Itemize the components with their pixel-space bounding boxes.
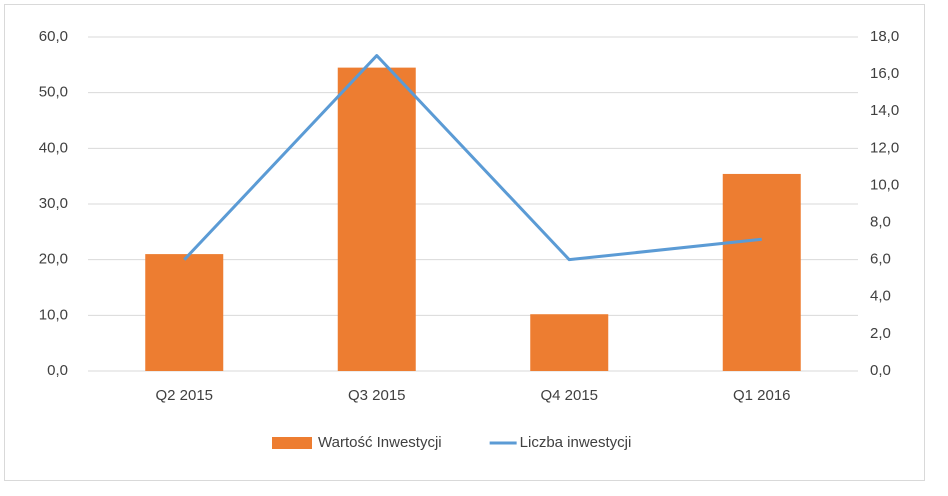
bar xyxy=(530,314,609,371)
y-tick-label: 60,0 xyxy=(39,28,68,45)
y2-tick-label: 8,0 xyxy=(870,214,891,231)
bar xyxy=(722,173,801,371)
x-tick-label: Q1 2016 xyxy=(733,387,791,404)
y-tick-label: 10,0 xyxy=(39,306,68,323)
y2-tick-label: 2,0 xyxy=(870,325,891,342)
y2-tick-label: 0,0 xyxy=(870,362,891,379)
y2-tick-label: 4,0 xyxy=(870,288,891,305)
y2-tick-label: 10,0 xyxy=(870,176,899,193)
x-tick-label: Q4 2015 xyxy=(540,387,598,404)
y-tick-label: 50,0 xyxy=(39,84,68,101)
x-tick-label: Q3 2015 xyxy=(348,387,406,404)
line xyxy=(183,54,762,262)
y2-tick-label: 18,0 xyxy=(870,28,899,45)
bar xyxy=(145,254,224,371)
y-tick-label: 40,0 xyxy=(39,139,68,156)
legend-label: Wartość Inwestycji xyxy=(318,434,442,451)
legend-label: Liczba inwestycji xyxy=(520,434,632,451)
bar xyxy=(337,67,416,371)
y-tick-label: 30,0 xyxy=(39,195,68,212)
y-tick-label: 0,0 xyxy=(47,362,68,379)
y2-tick-label: 12,0 xyxy=(870,139,899,156)
x-tick-label: Q2 2015 xyxy=(155,387,213,404)
y-tick-label: 20,0 xyxy=(39,251,68,268)
y2-tick-label: 14,0 xyxy=(870,102,899,119)
legend-swatch xyxy=(272,437,312,449)
y2-tick-label: 16,0 xyxy=(870,65,899,82)
y2-tick-label: 6,0 xyxy=(870,251,891,268)
